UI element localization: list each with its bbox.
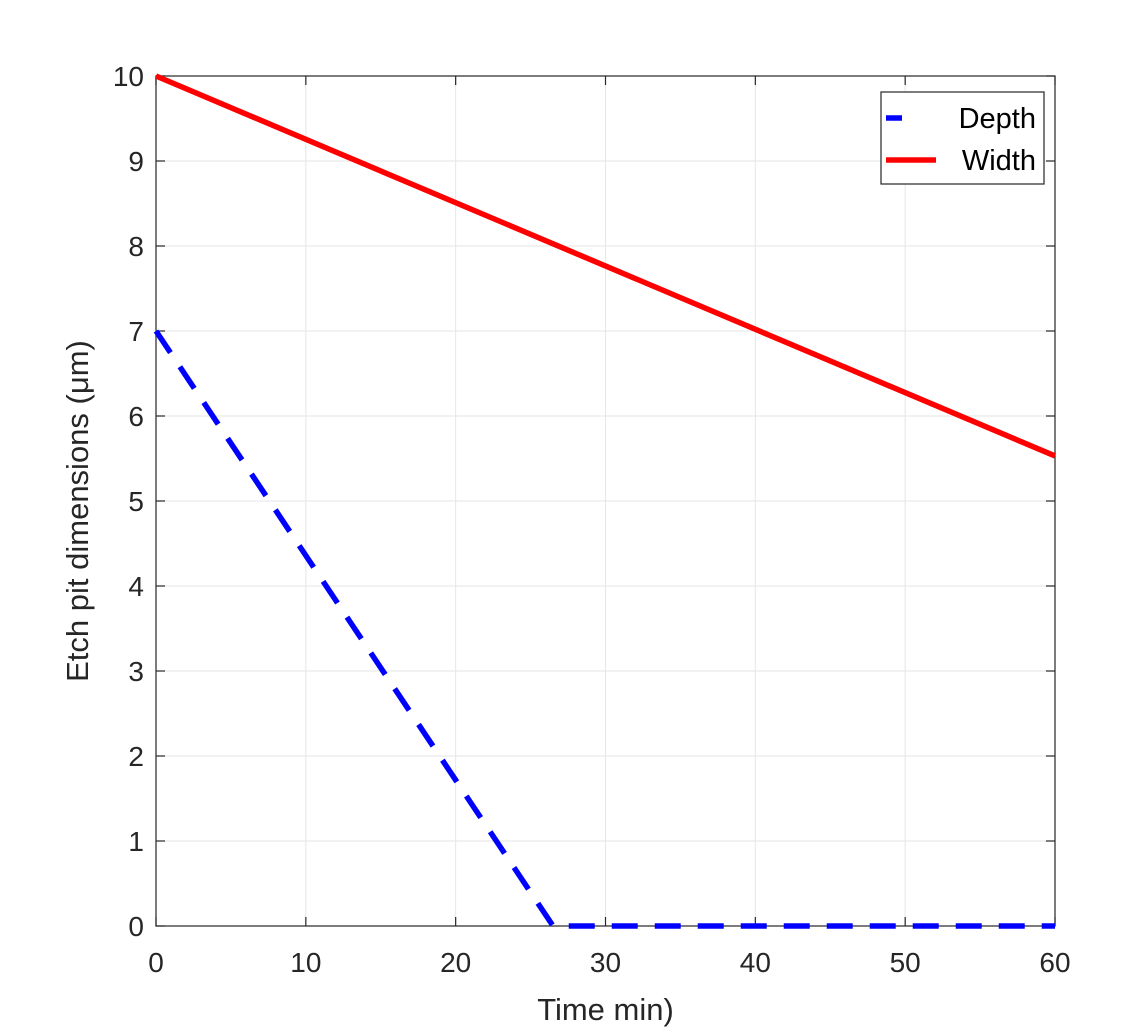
legend-label-width: Width — [962, 145, 1036, 177]
y-tick-label: 10 — [113, 61, 144, 92]
x-tick-label: 60 — [1039, 947, 1070, 978]
x-tick-label: 10 — [290, 947, 321, 978]
y-tick-label: 7 — [128, 316, 144, 347]
legend: Depth Width — [880, 91, 1045, 185]
y-axis-title: Etch pit dimensions (μm) — [60, 340, 95, 682]
x-axis-title: Time min) — [537, 992, 674, 1027]
y-tick-label: 6 — [128, 401, 144, 432]
series — [153, 73, 1057, 929]
y-tick-label: 9 — [128, 146, 144, 177]
y-tick-label: 0 — [128, 911, 144, 942]
legend-label-depth: Depth — [959, 103, 1036, 135]
x-tick-label: 20 — [440, 947, 471, 978]
x-tick-label: 0 — [148, 947, 164, 978]
y-tick-label: 2 — [128, 741, 144, 772]
x-tick-label: 40 — [740, 947, 771, 978]
x-tick-label: 30 — [590, 947, 621, 978]
grid — [155, 75, 1056, 927]
y-tick-label: 1 — [128, 826, 144, 857]
series-line-width — [154, 73, 1057, 459]
y-tick-label: 4 — [128, 571, 144, 602]
y-tick-label: 5 — [128, 486, 144, 517]
y-tick-label: 8 — [128, 231, 144, 262]
series-line-depth — [153, 329, 1055, 929]
ticks: 0 10 20 30 40 50 60 0 1 2 3 4 5 6 7 8 9 10 — [113, 61, 1071, 978]
y-tick-label: 3 — [128, 656, 144, 687]
legend-box — [880, 91, 1045, 185]
x-tick-label: 50 — [890, 947, 921, 978]
